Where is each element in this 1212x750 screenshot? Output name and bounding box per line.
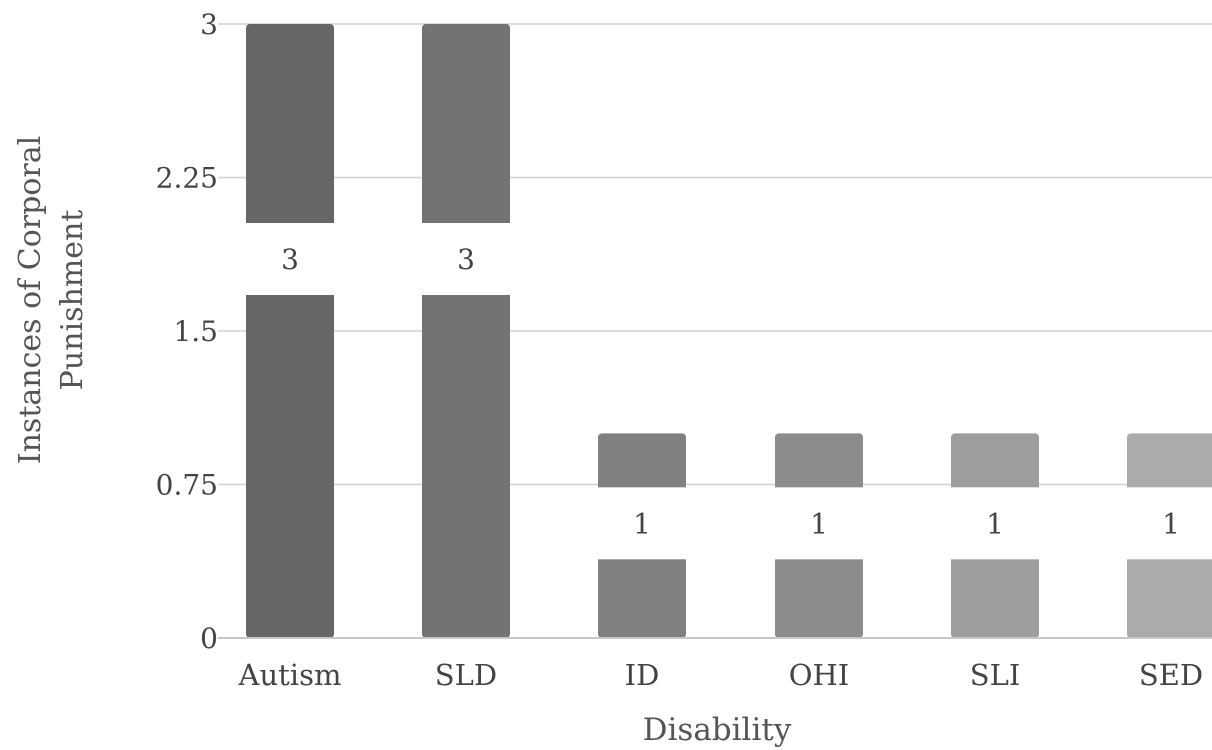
data-label: 3 [457,243,475,276]
bar-sld [422,24,510,638]
y-axis-title: Instances of Corporal Punishment [13,135,90,465]
y-tick-label: 2.25 [156,162,218,195]
y-axis-title-container: Instances of Corporal Punishment [0,0,100,640]
y-tick-label: 1.5 [173,315,218,348]
data-label: 1 [1162,507,1180,540]
x-tick-label: SLD [435,658,497,692]
data-label: 1 [633,507,651,540]
data-label: 1 [810,507,828,540]
x-tick-label: Autism [238,658,342,692]
x-tick-label: SLI [970,658,1021,692]
x-tick-label: OHI [789,658,850,692]
data-label-background [232,223,348,295]
y-tick-label: 0 [200,622,218,655]
y-tick-label: 0.75 [156,469,218,502]
data-label: 3 [281,243,299,276]
data-label-background [761,487,877,560]
bar-autism [246,24,334,638]
data-label-background [584,487,700,560]
data-label-background [408,223,524,295]
x-tick-label: ID [625,658,660,692]
y-tick-label: 3 [200,8,218,41]
x-tick-label: SED [1139,658,1203,692]
data-label-background [1113,487,1212,560]
data-label-background [937,487,1053,560]
x-axis-title: Disability [642,712,792,748]
data-label: 1 [986,507,1004,540]
